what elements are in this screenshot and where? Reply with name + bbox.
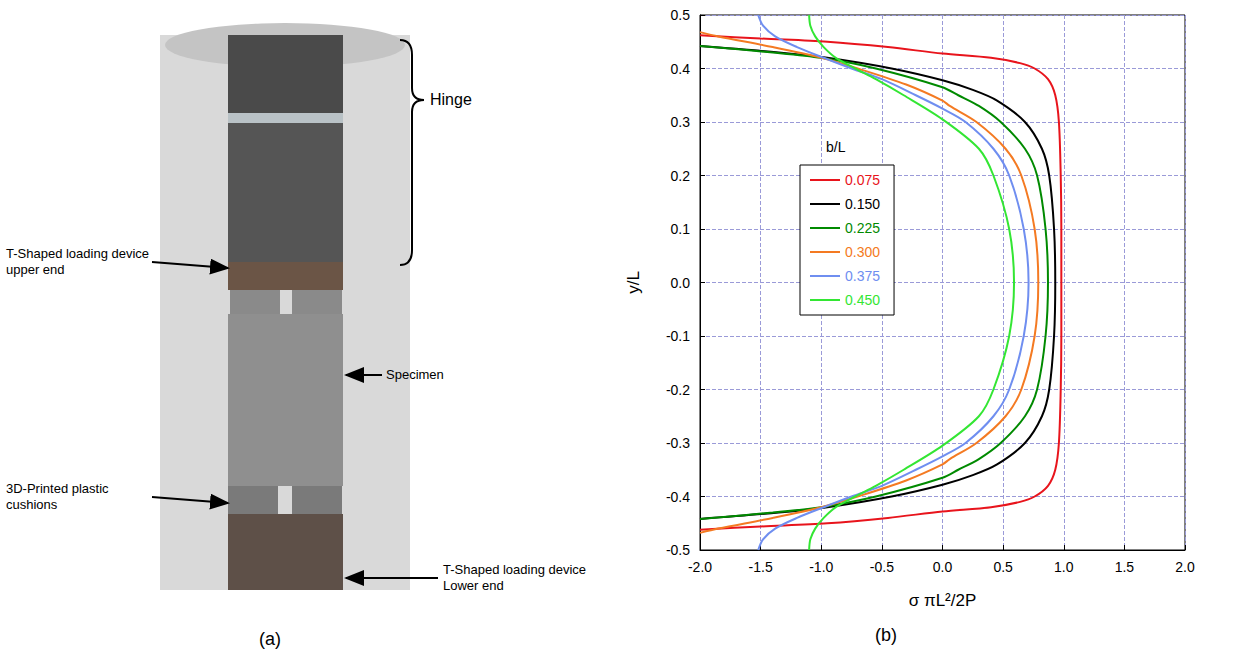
- svg-text:0.375: 0.375: [845, 268, 880, 284]
- svg-text:0.5: 0.5: [993, 559, 1013, 575]
- svg-text:0.0: 0.0: [933, 559, 953, 575]
- svg-text:0.300: 0.300: [845, 244, 880, 260]
- svg-text:0.4: 0.4: [671, 61, 691, 77]
- html-text:(a): (a): [259, 629, 281, 649]
- svg-text:-0.2: -0.2: [666, 382, 690, 398]
- svg-text:-0.1: -0.1: [666, 328, 690, 344]
- svg-text:0.5: 0.5: [671, 7, 691, 23]
- svg-text:-1.5: -1.5: [749, 559, 773, 575]
- svg-text:1.0: 1.0: [1054, 559, 1074, 575]
- svg-text:-0.4: -0.4: [666, 489, 690, 505]
- svg-text:0.3: 0.3: [671, 114, 691, 130]
- svg-text:y/L: y/L: [624, 271, 643, 294]
- svg-text:-0.3: -0.3: [666, 435, 690, 451]
- svg-text:-2.0: -2.0: [688, 559, 712, 575]
- svg-text:-0.5: -0.5: [870, 559, 894, 575]
- svg-text:(b): (b): [875, 625, 897, 645]
- svg-text:0.075: 0.075: [845, 172, 880, 188]
- svg-text:0.225: 0.225: [845, 220, 880, 236]
- svg-text:0.150: 0.150: [845, 196, 880, 212]
- svg-text:b/L: b/L: [826, 139, 846, 155]
- html-text:T-Shaped loading device upper: T-Shaped loading device upper end: [6, 246, 150, 277]
- svg-text:0.1: 0.1: [671, 221, 691, 237]
- svg-text:-1.0: -1.0: [809, 559, 833, 575]
- svg-text:0.2: 0.2: [671, 168, 691, 184]
- svg-text:2.0: 2.0: [1175, 559, 1195, 575]
- svg-text:1.5: 1.5: [1115, 559, 1135, 575]
- html-text:T-Shaped loading device Lower: T-Shaped loading device Lower end: [443, 562, 587, 593]
- html-text:3D-Printed plastic cushions: 3D-Printed plastic cushions: [6, 481, 109, 512]
- html-text:Specimen: Specimen: [386, 367, 444, 382]
- svg-text:0.0: 0.0: [671, 275, 691, 291]
- svg-text:σ πL²/2P: σ πL²/2P: [909, 591, 977, 610]
- svg-text:-0.5: -0.5: [666, 542, 690, 558]
- svg-text:0.450: 0.450: [845, 292, 880, 308]
- html-text:Hinge: Hinge: [430, 91, 472, 108]
